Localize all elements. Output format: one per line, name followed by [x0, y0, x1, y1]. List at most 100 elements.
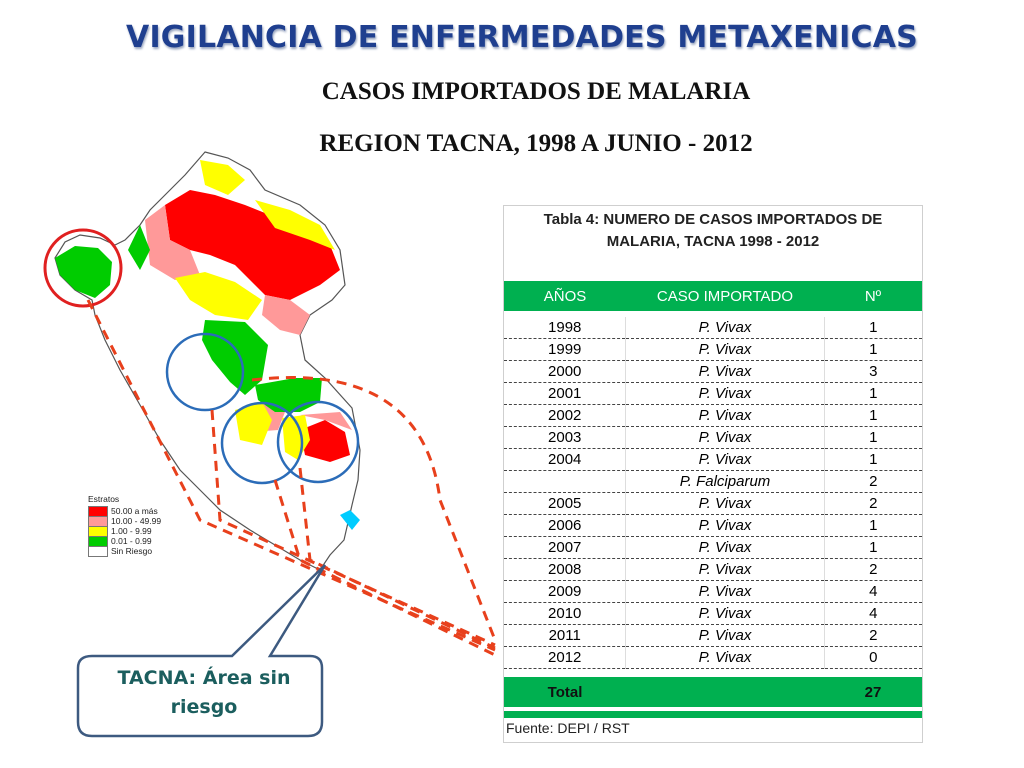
row-count: 1: [824, 404, 922, 427]
row-case: P. Vivax: [625, 536, 825, 559]
total-value: 27: [864, 683, 882, 701]
row-year: [504, 470, 626, 493]
row-count: 2: [824, 492, 922, 515]
row-count: 1: [824, 448, 922, 471]
row-year: 2011: [504, 624, 626, 647]
legend-title: Estratos: [88, 494, 120, 504]
table-row: 2007 P. Vivax 1: [504, 536, 922, 559]
row-year: 2006: [504, 514, 626, 537]
legend-label: 50.00 a más: [111, 506, 158, 516]
risk-red-zones: [165, 190, 350, 462]
table-row: 2005 P. Vivax 2: [504, 492, 922, 515]
row-year: 2004: [504, 448, 626, 471]
row-year: 2000: [504, 360, 626, 383]
callout-line-2: riesgo: [170, 696, 238, 718]
table-row: 1999 P. Vivax 1: [504, 338, 922, 361]
slide-subtitle-2: REGION TACNA, 1998 A JUNIO - 2012: [319, 130, 753, 157]
table-row: 2002 P. Vivax 1: [504, 404, 922, 427]
import-arrows: [86, 299, 497, 657]
slide-title: VIGILANCIA DE ENFERMEDADES METAXENICAS: [126, 20, 918, 55]
row-count: 4: [824, 602, 922, 625]
row-case: P. Vivax: [625, 514, 825, 537]
table-row: 2004 P. Vivax 1: [504, 448, 922, 471]
row-year: 2007: [504, 536, 626, 559]
row-case: P. Vivax: [625, 360, 825, 383]
table-row: 2006 P. Vivax 1: [504, 514, 922, 537]
row-count: 0: [824, 646, 922, 669]
risk-yellow-zones: [175, 160, 335, 460]
table-caption-line-1: Tabla 4: NUMERO DE CASOS IMPORTADOS DE: [543, 211, 883, 228]
row-case: P. Vivax: [625, 448, 825, 471]
row-count: 1: [824, 382, 922, 405]
legend-item: 50.00 a más: [88, 505, 161, 517]
legend-swatch: [88, 545, 108, 557]
row-case: P. Vivax: [625, 492, 825, 515]
row-case: P. Vivax: [625, 426, 825, 449]
table-row: 2000 P. Vivax 3: [504, 360, 922, 383]
table-row: 2010 P. Vivax 4: [504, 602, 922, 625]
table-row: 2001 P. Vivax 1: [504, 382, 922, 405]
legend-item: 1.00 - 9.99: [88, 525, 161, 537]
header-count: Nº: [864, 287, 882, 305]
header-case: CASO IMPORTADO: [656, 287, 794, 305]
table-total-row: Total 27: [504, 677, 922, 707]
blue-circle-2: [220, 401, 304, 485]
row-year: 2002: [504, 404, 626, 427]
row-case: P. Vivax: [625, 382, 825, 405]
callout-box: [76, 564, 327, 738]
table-header: AÑOS CASO IMPORTADO Nº: [504, 281, 922, 311]
row-case: P. Vivax: [625, 580, 825, 603]
row-year: 2010: [504, 602, 626, 625]
row-count: 3: [824, 360, 922, 383]
header-years: AÑOS: [543, 287, 587, 305]
cases-table: Tabla 4: NUMERO DE CASOS IMPORTADOS DE M…: [503, 205, 923, 743]
callout-text: TACNA: Área sin riesgo: [86, 664, 322, 722]
total-label: Total: [547, 683, 583, 701]
table-caption: Tabla 4: NUMERO DE CASOS IMPORTADOS DE M…: [504, 209, 922, 253]
table-row: 2009 P. Vivax 4: [504, 580, 922, 603]
row-count: 1: [824, 426, 922, 449]
row-year: 1999: [504, 338, 626, 361]
legend-item: Sin Riesgo: [88, 545, 161, 557]
row-case: P. Vivax: [625, 602, 825, 625]
legend-item: 10.00 - 49.99: [88, 515, 162, 527]
risk-circles: [43, 228, 360, 485]
row-case: P. Vivax: [625, 338, 825, 361]
blue-circle-3: [276, 400, 360, 484]
table-source: Fuente: DEPI / RST: [506, 720, 630, 736]
row-count: 4: [824, 580, 922, 603]
legend-label: 0.01 - 0.99: [111, 536, 152, 546]
table-caption-line-2: MALARIA, TACNA 1998 - 2012: [606, 233, 820, 250]
row-case: P. Vivax: [625, 646, 825, 669]
row-year: 2009: [504, 580, 626, 603]
table-body: 1998 P. Vivax 1 1999 P. Vivax 1 2000 P. Vivax 3 2…: [504, 317, 922, 669]
table-row: 2008 P. Vivax 2: [504, 558, 922, 581]
row-year: 2005: [504, 492, 626, 515]
row-case: P. Vivax: [625, 317, 825, 339]
row-year: 2001: [504, 382, 626, 405]
row-year: 2008: [504, 558, 626, 581]
slide-subtitle-1: CASOS IMPORTADOS DE MALARIA: [321, 78, 751, 105]
row-count: 2: [824, 624, 922, 647]
table-row: 2012 P. Vivax 0: [504, 646, 922, 669]
callout-line-1: TACNA: Área sin: [117, 667, 291, 689]
row-case: P. Vivax: [625, 404, 825, 427]
blue-circle-1: [165, 332, 245, 412]
row-year: 2003: [504, 426, 626, 449]
table-row: 2003 P. Vivax 1: [504, 426, 922, 449]
table-row: P. Falciparum 2: [504, 470, 922, 493]
table-row: 2011 P. Vivax 2: [504, 624, 922, 647]
map-legend: Estratos 50.00 a más 10.00 - 49.99 1.00 …: [88, 494, 162, 557]
legend-label: Sin Riesgo: [111, 546, 153, 556]
row-count: 2: [824, 558, 922, 581]
row-count: 1: [824, 338, 922, 361]
row-case: P. Falciparum: [625, 470, 825, 493]
legend-label: 1.00 - 9.99: [111, 526, 152, 536]
row-year: 1998: [504, 317, 626, 339]
legend-label: 10.00 - 49.99: [111, 516, 162, 526]
table-row: 1998 P. Vivax 1: [504, 317, 922, 339]
row-count: 1: [824, 514, 922, 537]
row-count: 2: [824, 470, 922, 493]
red-circle: [43, 228, 123, 308]
